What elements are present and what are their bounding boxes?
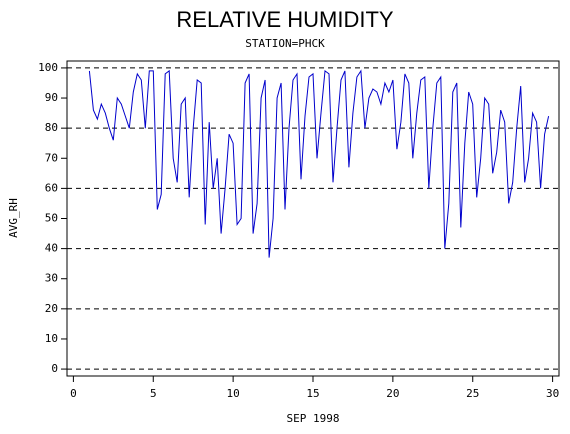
y-tick-label: 40 (45, 242, 58, 255)
x-tick-label: 20 (386, 387, 399, 400)
chart-title: RELATIVE HUMIDITY (176, 7, 394, 32)
y-tick-label: 70 (45, 151, 58, 164)
x-tick-label: 10 (227, 387, 240, 400)
y-tick-label: 0 (51, 362, 58, 375)
plot-frame (66, 60, 560, 377)
y-tick-label: 20 (45, 302, 58, 315)
data-line (88, 69, 550, 258)
y-tick-label: 100 (38, 61, 58, 74)
x-tick-label: 15 (306, 387, 319, 400)
y-tick-label: 30 (45, 272, 58, 285)
x-tick-label: 30 (546, 387, 559, 400)
y-tick-label: 50 (45, 212, 58, 225)
y-axis-label: AVG_RH (7, 198, 20, 238)
chart-subtitle: STATION=PHCK (245, 37, 325, 50)
x-tick-label: 25 (466, 387, 479, 400)
x-tick-label: 0 (70, 387, 77, 400)
y-tick-label: 10 (45, 332, 58, 345)
x-axis-label: SEP 1998 (287, 412, 340, 425)
x-tick-label: 5 (150, 387, 157, 400)
y-tick-label: 60 (45, 181, 58, 194)
y-tick-label: 90 (45, 91, 58, 104)
y-tick-label: 80 (45, 121, 58, 134)
